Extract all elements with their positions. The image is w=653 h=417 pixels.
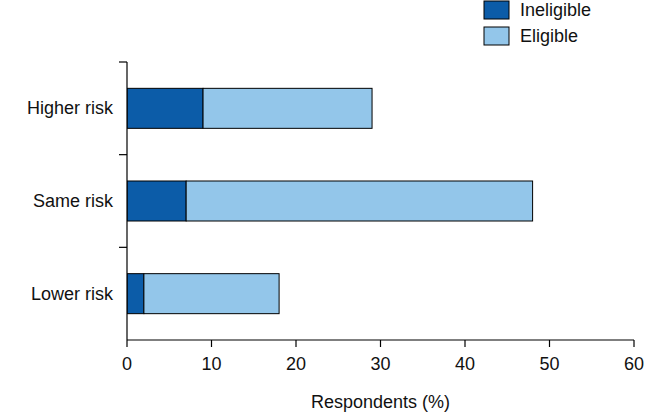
x-tick [633, 340, 634, 347]
x-tick-label: 0 [122, 354, 132, 374]
legend-swatch [484, 1, 509, 19]
bar-segment [144, 274, 279, 314]
legend-swatch [484, 27, 509, 45]
x-tick [295, 340, 296, 347]
x-tick-label: 40 [455, 354, 475, 374]
x-axis-label: Respondents (%) [311, 392, 450, 412]
legend: Ineligible Eligible [484, 0, 591, 46]
bar-segment [127, 181, 186, 221]
x-tick [126, 340, 127, 347]
y-tick-separator [119, 247, 127, 248]
chart-container: Higher risk Same risk Lower risk 0 10 20 30 40 5… [0, 0, 653, 417]
x-tick [549, 340, 550, 347]
y-axis-line [126, 62, 127, 340]
category-label: Same risk [33, 191, 114, 211]
legend-label: Eligible [520, 26, 578, 46]
bar-segment [127, 88, 203, 128]
category-label: Lower risk [31, 284, 114, 304]
bar-segment [186, 181, 532, 221]
bar-segment [127, 274, 144, 314]
x-tick-label: 10 [201, 354, 221, 374]
category-label: Higher risk [27, 98, 114, 118]
y-tick-separator [119, 154, 127, 155]
x-tick [464, 340, 465, 347]
legend-label: Ineligible [520, 0, 591, 20]
x-tick [211, 340, 212, 347]
bar-segment [203, 88, 372, 128]
x-tick-label: 60 [624, 354, 644, 374]
x-tick-label: 20 [286, 354, 306, 374]
bars [127, 88, 533, 313]
x-tick-label: 30 [370, 354, 390, 374]
x-tick-label: 50 [539, 354, 559, 374]
chart-svg: Higher risk Same risk Lower risk 0 10 20 30 40 5… [0, 0, 653, 417]
y-tick-separator [119, 61, 127, 62]
x-tick [380, 340, 381, 347]
